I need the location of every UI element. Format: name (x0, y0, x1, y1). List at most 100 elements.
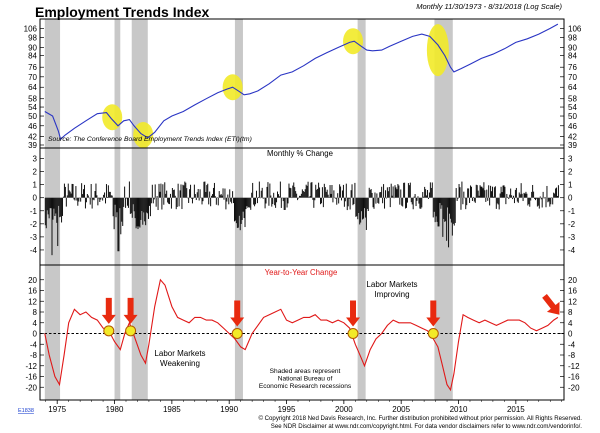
monthly-bar (284, 197, 286, 210)
monthly-bar (465, 197, 467, 210)
monthly-bar (381, 186, 383, 198)
monthly-bar (285, 197, 287, 199)
monthly-bar (554, 193, 556, 198)
monthly-bar (210, 197, 212, 207)
y-tick-label: -1 (30, 207, 38, 216)
monthly-bar (193, 184, 195, 198)
monthly-bar (220, 193, 222, 198)
monthly-bar (100, 197, 102, 200)
monthly-bar (257, 197, 259, 198)
monthly-bar (74, 197, 76, 201)
monthly-bar (222, 188, 224, 198)
monthly-bar (154, 184, 156, 198)
monthly-bar (415, 197, 417, 207)
monthly-bar (420, 197, 422, 209)
monthly-bar (261, 187, 263, 198)
monthly-bar (339, 184, 341, 198)
monthly-bar (58, 197, 60, 206)
monthly-bar (393, 197, 395, 199)
monthly-bar (392, 186, 394, 198)
monthly-bar (422, 192, 424, 198)
monthly-bar (473, 197, 475, 202)
monthly-bar (532, 184, 534, 198)
down-arrow (346, 300, 361, 327)
monthly-bar (416, 197, 418, 201)
chart-code[interactable]: E1838 (18, 408, 34, 414)
monthly-bar (534, 197, 536, 201)
monthly-bar (180, 184, 182, 198)
monthly-bar (101, 197, 103, 199)
monthly-bar (451, 197, 453, 236)
y-tick-label: 42 (568, 132, 577, 141)
monthly-bar (320, 197, 322, 205)
monthly-bar (531, 191, 533, 198)
monthly-bar (423, 196, 425, 198)
monthly-bar (496, 197, 498, 204)
y-tick-label: 16 (28, 287, 37, 296)
monthly-bar (249, 197, 251, 208)
monthly-bar (322, 197, 324, 208)
monthly-bar (530, 197, 532, 201)
y-tick-label: 12 (28, 297, 37, 306)
monthly-bar (336, 197, 338, 205)
monthly-bar (286, 197, 288, 208)
monthly-bar (491, 186, 493, 198)
monthly-bar (275, 197, 277, 208)
monthly-bar (76, 197, 78, 201)
monthly-bar (186, 188, 188, 198)
monthly-bar (242, 197, 244, 212)
monthly-bar (510, 188, 512, 198)
monthly-bar (525, 191, 527, 198)
monthly-bar (205, 191, 207, 198)
monthly-bar (398, 185, 400, 198)
monthly-bar (105, 197, 107, 204)
monthly-bar (369, 189, 371, 198)
monthly-bar (436, 197, 438, 222)
monthly-bar (198, 197, 200, 201)
monthly-bar (429, 182, 431, 198)
monthly-bar (314, 197, 316, 201)
monthly-bar (128, 181, 130, 198)
monthly-bar (194, 194, 196, 198)
y-tick-label: 0 (33, 330, 38, 339)
monthly-bar (405, 197, 407, 208)
disclaimer-line: See NDR Disclaimer at www.ndr.com/copyri… (271, 423, 583, 430)
y-tick-label: -12 (568, 362, 580, 371)
monthly-bar (201, 197, 203, 205)
monthly-bar (215, 197, 217, 205)
y-tick-label: 64 (568, 83, 577, 92)
monthly-bar (127, 197, 129, 208)
monthly-bar (304, 189, 306, 198)
monthly-bar (115, 197, 117, 218)
monthly-bar (557, 185, 559, 198)
monthly-bar (485, 197, 487, 202)
monthly-bar (439, 197, 441, 203)
y-tick-label: 0 (33, 194, 38, 203)
monthly-bar (550, 197, 552, 205)
y-tick-label: 2 (33, 168, 38, 177)
monthly-bar (390, 183, 392, 198)
y-tick-label: 50 (28, 112, 37, 121)
monthly-bar (305, 184, 307, 198)
monthly-bar (352, 197, 354, 206)
monthly-bar (541, 197, 543, 208)
monthly-bar (283, 197, 285, 210)
panel-frames (39, 18, 565, 401)
monthly-bar (72, 184, 74, 198)
panel-frame (39, 264, 565, 401)
monthly-bar (290, 188, 292, 198)
monthly-bar (507, 196, 509, 198)
monthly-bar (63, 183, 65, 198)
monthly-bar (522, 197, 524, 202)
monthly-bar (353, 197, 355, 205)
monthly-bar (556, 187, 558, 198)
monthly-bar (324, 187, 326, 198)
monthly-bar (466, 197, 468, 206)
monthly-bar (321, 187, 323, 198)
monthly-bar (166, 190, 168, 198)
y-tick-label: -16 (25, 373, 37, 382)
monthly-bar (239, 197, 241, 231)
monthly-bar (270, 195, 272, 198)
monthly-bar (364, 197, 366, 218)
